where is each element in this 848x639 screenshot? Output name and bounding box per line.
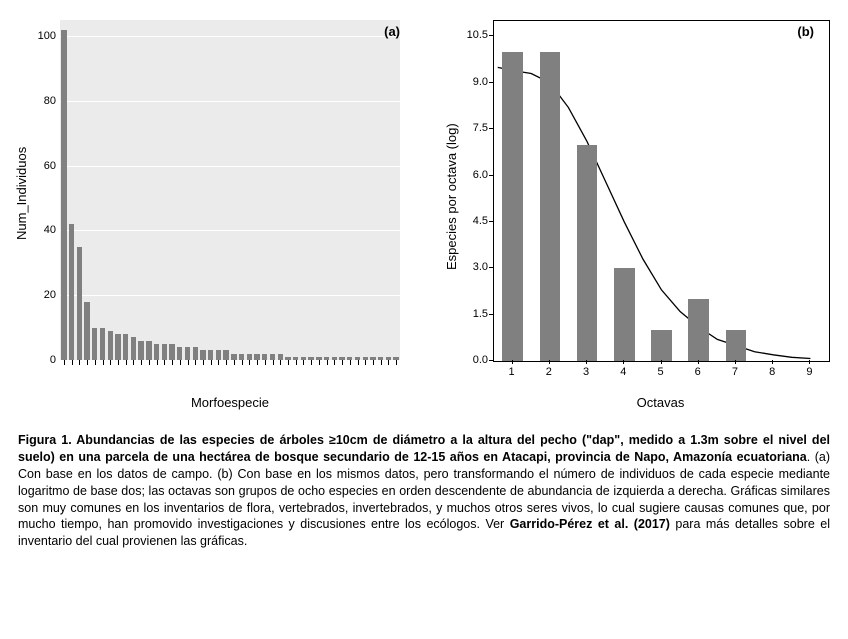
bar-a — [169, 344, 174, 360]
xtick-b: 8 — [769, 366, 775, 378]
bar-a — [208, 350, 213, 360]
bar-a — [162, 344, 167, 360]
bar-a — [223, 350, 228, 360]
xlabel-a: Morfoespecie — [60, 395, 400, 410]
ytick-a: 80 — [26, 95, 56, 107]
bar-b — [614, 268, 634, 361]
ylabel-b: Especies por octava (log) — [444, 123, 459, 270]
bar-a — [200, 350, 205, 360]
ytick-b: 7.5 — [458, 122, 488, 134]
panel-a-label: (a) — [384, 24, 400, 39]
caption-bold-2: Garrido-Pérez et al. (2017) — [510, 517, 670, 531]
xlabel-b: Octavas — [493, 395, 828, 410]
bar-a — [216, 350, 221, 360]
xtick-b: 5 — [657, 366, 663, 378]
panel-b: (b) Especies por octava (log) Octavas 0.… — [418, 0, 848, 420]
ytick-b: 0.0 — [458, 354, 488, 366]
bar-a — [131, 337, 136, 360]
charts-row: (a) Num_Individuos Morfoespecie 02040608… — [0, 0, 848, 420]
bar-a — [77, 247, 82, 360]
xtick-b: 9 — [806, 366, 812, 378]
bar-a — [138, 341, 143, 360]
xtick-b: 7 — [732, 366, 738, 378]
bar-a — [69, 224, 74, 360]
xtick-b: 2 — [546, 366, 552, 378]
ytick-a: 100 — [26, 30, 56, 42]
bar-a — [146, 341, 151, 360]
ytick-b: 9.0 — [458, 76, 488, 88]
bar-b — [651, 330, 671, 361]
ytick-a: 40 — [26, 224, 56, 236]
ytick-b: 3.0 — [458, 261, 488, 273]
bar-a — [100, 328, 105, 360]
figure-caption: Figura 1. Abundancias de las especies de… — [18, 432, 830, 550]
caption-bold-1: Figura 1. Abundancias de las especies de… — [18, 433, 830, 464]
ytick-b: 4.5 — [458, 215, 488, 227]
figure-page: (a) Num_Individuos Morfoespecie 02040608… — [0, 0, 848, 639]
ytick-b: 6.0 — [458, 169, 488, 181]
bar-b — [577, 145, 597, 361]
bar-b — [540, 52, 560, 361]
xtick-b: 3 — [583, 366, 589, 378]
bar-a — [108, 331, 113, 360]
bar-a — [177, 347, 182, 360]
ytick-b: 10.5 — [458, 29, 488, 41]
bar-a — [185, 347, 190, 360]
ytick-a: 0 — [26, 354, 56, 366]
panel-a: (a) Num_Individuos Morfoespecie 02040608… — [0, 0, 418, 420]
xtick-b: 1 — [509, 366, 515, 378]
plot-area-b — [493, 20, 830, 362]
panel-b-label: (b) — [797, 24, 814, 39]
bar-a — [123, 334, 128, 360]
ytick-a: 60 — [26, 160, 56, 172]
bar-b — [726, 330, 746, 361]
xtick-b: 6 — [695, 366, 701, 378]
ytick-b: 1.5 — [458, 308, 488, 320]
bar-a — [84, 302, 89, 360]
bar-a — [92, 328, 97, 360]
xtick-b: 4 — [620, 366, 626, 378]
bar-a — [115, 334, 120, 360]
bar-b — [688, 299, 708, 361]
bar-b — [502, 52, 522, 361]
bar-a — [154, 344, 159, 360]
bar-a — [61, 30, 66, 360]
bar-a — [193, 347, 198, 360]
ytick-a: 20 — [26, 289, 56, 301]
plot-area-a — [60, 20, 400, 360]
